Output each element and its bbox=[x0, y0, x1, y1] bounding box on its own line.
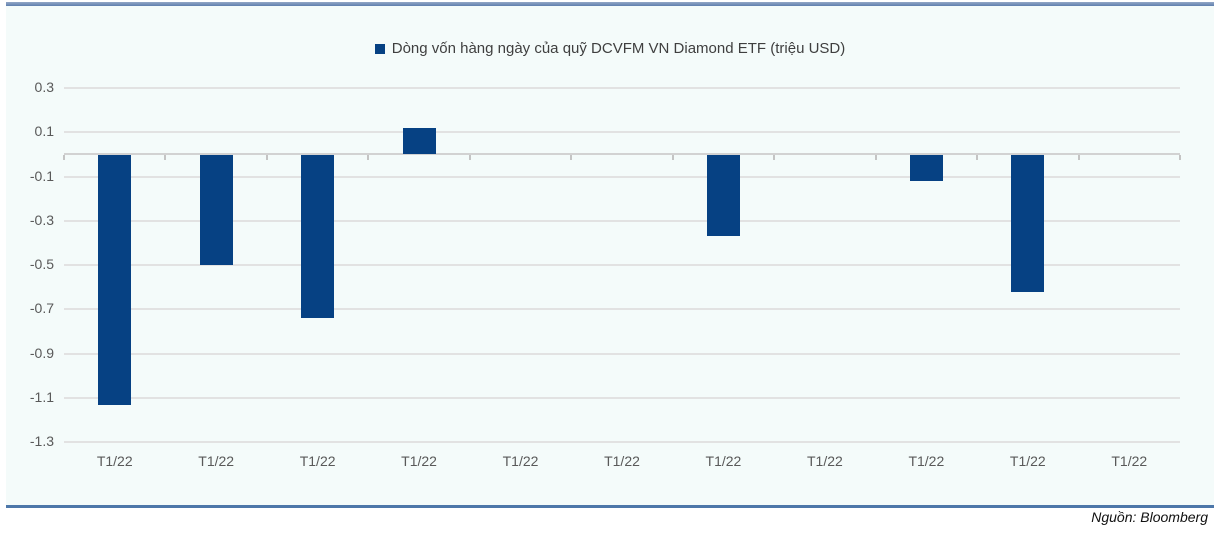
gridline bbox=[64, 219, 1180, 222]
y-tick-label: -0.3 bbox=[29, 211, 54, 228]
x-tick-label: T1/22 bbox=[299, 453, 336, 469]
x-axis-tick bbox=[468, 154, 471, 160]
bar bbox=[301, 154, 335, 319]
gridline bbox=[64, 441, 1180, 444]
x-axis-tick bbox=[1179, 154, 1181, 160]
gridline bbox=[64, 175, 1180, 178]
legend-label: Dòng vốn hàng ngày của quỹ DCVFM VN Diam… bbox=[391, 40, 846, 57]
gridline bbox=[64, 87, 1180, 90]
bar bbox=[1011, 154, 1045, 292]
x-tick-label: T1/22 bbox=[807, 453, 843, 469]
legend-marker-icon bbox=[374, 43, 385, 54]
bar bbox=[706, 154, 740, 237]
x-axis-tick bbox=[367, 154, 370, 160]
x-tick-label: T1/22 bbox=[908, 453, 945, 469]
gridline bbox=[64, 131, 1180, 134]
y-tick-label: -0.1 bbox=[29, 167, 54, 184]
x-tick-label: T1/22 bbox=[1111, 453, 1148, 469]
source-label: Nguồn: Bloomberg bbox=[1091, 509, 1208, 525]
x-tick-label: T1/22 bbox=[705, 453, 742, 469]
y-tick-label: 0.1 bbox=[34, 123, 54, 140]
x-axis-tick bbox=[164, 154, 167, 160]
y-tick-label: -0.5 bbox=[29, 256, 54, 273]
bar bbox=[98, 154, 132, 405]
y-tick-label: -0.9 bbox=[29, 344, 54, 361]
x-tick-label: T1/22 bbox=[198, 453, 235, 469]
bar bbox=[909, 154, 943, 182]
x-axis-line bbox=[64, 153, 1180, 155]
x-tick-label: T1/22 bbox=[502, 453, 539, 469]
bar bbox=[199, 154, 233, 266]
x-axis-tick bbox=[63, 154, 65, 160]
x-axis-tick bbox=[976, 154, 979, 160]
gridline bbox=[64, 264, 1180, 267]
x-tick-label: T1/22 bbox=[1009, 453, 1046, 469]
x-tick-label: T1/22 bbox=[96, 453, 133, 469]
gridline bbox=[64, 352, 1180, 355]
gridline bbox=[64, 308, 1180, 311]
y-tick-label: -0.7 bbox=[29, 300, 54, 317]
x-axis-tick bbox=[265, 154, 268, 160]
x-tick-label: T1/22 bbox=[604, 453, 640, 469]
x-axis-tick bbox=[874, 154, 877, 160]
legend: Dòng vốn hàng ngày của quỹ DCVFM VN Diam… bbox=[0, 40, 1220, 57]
y-tick-label: -1.3 bbox=[29, 433, 54, 450]
gridline bbox=[64, 396, 1180, 399]
y-tick-label: -1.1 bbox=[29, 388, 54, 405]
x-axis-tick bbox=[570, 154, 573, 160]
x-tick-label: T1/22 bbox=[401, 453, 437, 469]
y-tick-label: 0.3 bbox=[34, 79, 54, 96]
x-axis-tick bbox=[1077, 154, 1080, 160]
panel-top-border bbox=[6, 2, 1214, 6]
x-axis-tick bbox=[773, 154, 776, 160]
bar bbox=[402, 127, 436, 155]
x-axis-tick bbox=[671, 154, 674, 160]
